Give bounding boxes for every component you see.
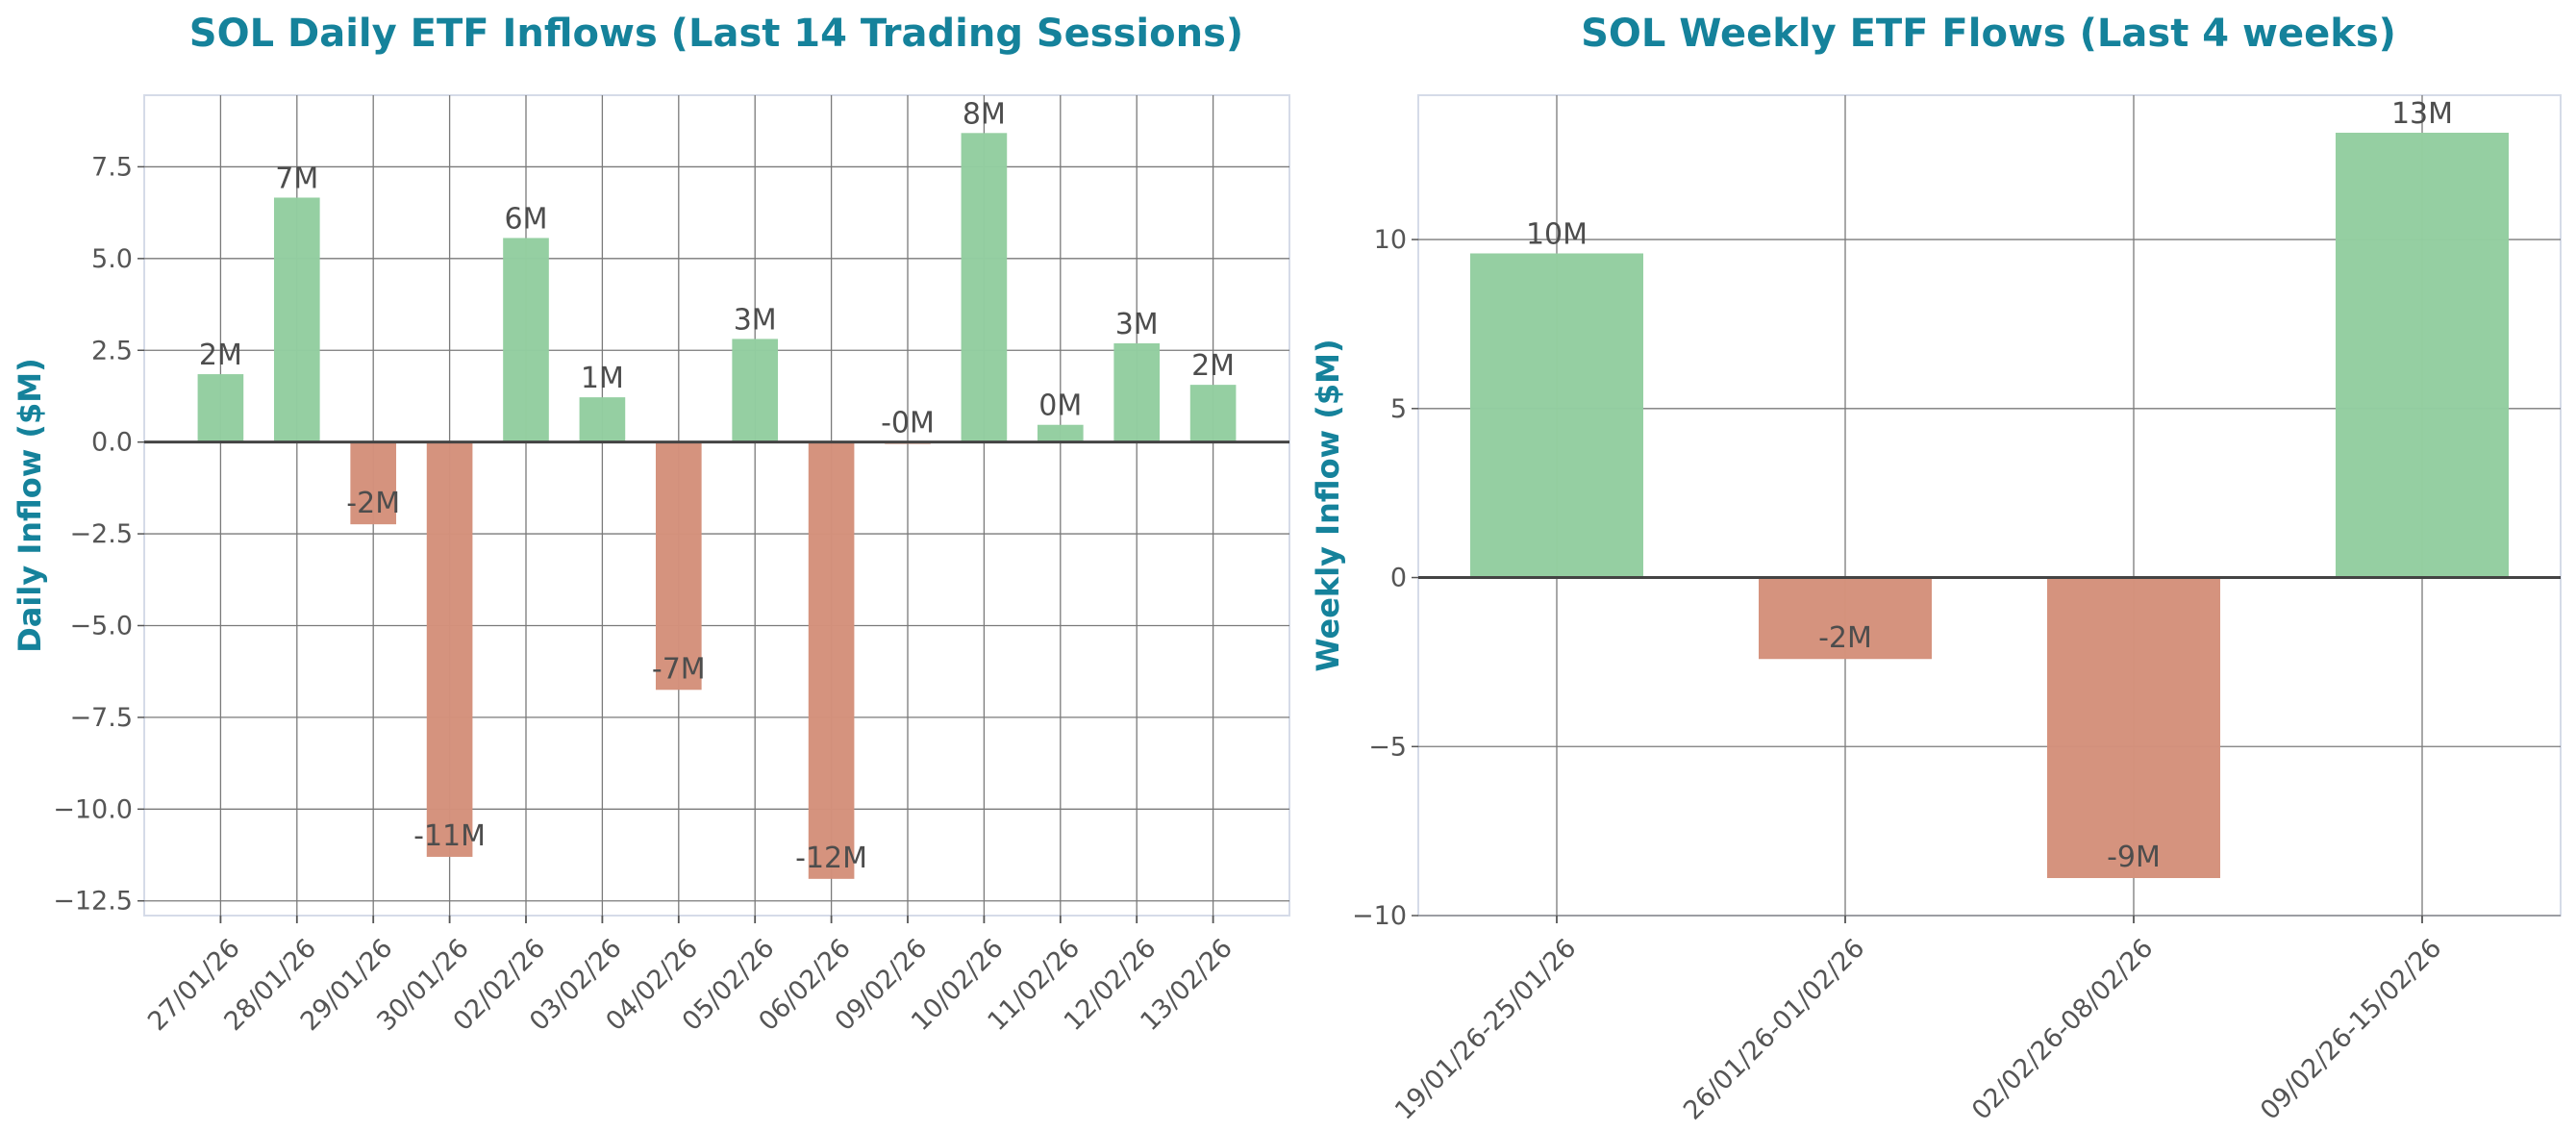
data-label: 2M <box>1191 349 1235 383</box>
plot-frame <box>143 94 1290 917</box>
y-tick-label: −5 <box>1368 732 1407 762</box>
y-tick-label: 2.5 <box>91 336 133 365</box>
chart-weekly: SOL Weekly ETF Flows (Last 4 weeks) Weekl… <box>1310 12 2562 1126</box>
y-tick-label: −10.0 <box>53 794 133 824</box>
data-label: 1M <box>581 362 624 395</box>
y-tick-label: −7.5 <box>69 703 133 733</box>
data-label: 3M <box>734 303 777 337</box>
bar <box>961 133 1008 442</box>
data-label: 10M <box>1526 217 1588 251</box>
bar <box>1113 342 1161 442</box>
chart-daily: SOL Daily ETF Inflows (Last 14 Trading S… <box>12 12 1290 1037</box>
bar <box>579 397 626 442</box>
data-label: -2M <box>346 487 400 520</box>
bar <box>1189 385 1237 442</box>
bar <box>2047 577 2220 878</box>
bar <box>1470 253 1643 578</box>
data-label: 6M <box>505 202 548 236</box>
data-label: 13M <box>2391 97 2453 131</box>
data-label: 8M <box>963 97 1006 131</box>
y-axis-label: Weekly Inflow ($M) <box>1310 339 1346 671</box>
data-label: 0M <box>1038 390 1082 423</box>
y-tick-label: −10 <box>1352 901 1407 931</box>
data-label: 3M <box>1115 308 1159 341</box>
x-tick-label: 09/02/26-15/02/26 <box>2255 933 2447 1125</box>
data-label: 2M <box>199 339 242 372</box>
data-label: -7M <box>652 652 706 686</box>
y-tick-label: 5 <box>1390 394 1407 424</box>
bar <box>426 441 473 857</box>
chart-title: SOL Weekly ETF Flows (Last 4 weeks) <box>1581 12 2396 56</box>
bar <box>273 197 320 442</box>
y-axis-label: Daily Inflow ($M) <box>12 358 48 653</box>
y-tick-label: −12.5 <box>53 887 133 917</box>
x-tick-label: 26/01/26-01/02/26 <box>1678 933 1870 1125</box>
data-label: -9M <box>2107 841 2161 874</box>
data-label: -11M <box>413 819 486 853</box>
bar <box>197 374 244 442</box>
x-tick-label: 02/02/26-08/02/26 <box>1966 933 2159 1125</box>
bar <box>2336 133 2509 578</box>
data-label: -12M <box>795 842 867 875</box>
data-label: 7M <box>275 162 318 195</box>
x-tick-label: 19/01/26-25/01/26 <box>1389 933 1582 1125</box>
y-tick-label: 5.0 <box>91 244 133 274</box>
y-tick-label: −2.5 <box>69 519 133 549</box>
y-tick-label: 7.5 <box>91 152 133 182</box>
bar <box>1759 577 1932 660</box>
bar <box>503 238 549 442</box>
bar <box>808 441 855 879</box>
y-tick-label: −5.0 <box>69 611 133 641</box>
data-label: -2M <box>1818 621 1872 655</box>
bar <box>655 441 702 691</box>
chart-title: SOL Daily ETF Inflows (Last 14 Trading S… <box>189 12 1243 56</box>
bar <box>732 339 779 442</box>
data-label: -0M <box>881 407 935 440</box>
y-tick-label: 0.0 <box>91 428 133 458</box>
bar <box>1037 424 1084 442</box>
y-tick-label: 0 <box>1390 564 1407 593</box>
bar <box>350 441 397 525</box>
y-tick-label: 10 <box>1374 225 1407 255</box>
